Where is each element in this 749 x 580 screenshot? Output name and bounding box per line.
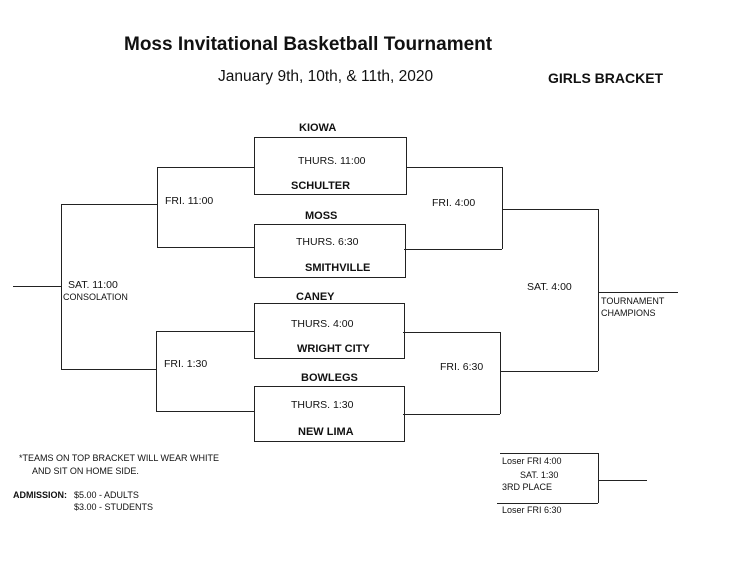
admission-adults: $5.00 - ADULTS bbox=[74, 490, 139, 500]
third-place-top: Loser FRI 4:00 bbox=[502, 456, 562, 466]
third-place-line bbox=[598, 480, 647, 481]
third-place-label: 3RD PLACE bbox=[502, 482, 553, 492]
line bbox=[502, 167, 503, 249]
game-box-1 bbox=[254, 137, 407, 195]
note-line-1: *TEAMS ON TOP BRACKET WILL WEAR WHITE bbox=[19, 453, 220, 463]
champions-label-1: TOURNAMENT bbox=[601, 296, 665, 306]
fri-400-label: FRI. 4:00 bbox=[432, 197, 476, 209]
team-bowlegs: BOWLEGS bbox=[301, 372, 358, 384]
team-schulter: SCHULTER bbox=[291, 180, 351, 192]
admission-label: ADMISSION: bbox=[13, 490, 67, 500]
line bbox=[403, 414, 500, 415]
line bbox=[61, 204, 157, 205]
line bbox=[500, 453, 598, 454]
admission-students: $3.00 - STUDENTS bbox=[74, 502, 154, 512]
line bbox=[403, 332, 500, 333]
line bbox=[156, 411, 254, 412]
line bbox=[500, 371, 598, 372]
third-place-time: SAT. 1:30 bbox=[520, 470, 559, 480]
game-time-3: THURS. 4:00 bbox=[291, 318, 354, 330]
team-moss: MOSS bbox=[305, 210, 338, 222]
line bbox=[156, 331, 254, 332]
line bbox=[502, 209, 598, 210]
line bbox=[157, 167, 158, 247]
sat-1100-label: SAT. 11:00 bbox=[68, 279, 118, 291]
note-line-2: AND SIT ON HOME SIDE. bbox=[32, 466, 139, 476]
line bbox=[497, 503, 598, 504]
line bbox=[598, 209, 599, 371]
line bbox=[61, 204, 62, 369]
page-title: Moss Invitational Basketball Tournament bbox=[124, 34, 493, 55]
game-time-1: THURS. 11:00 bbox=[298, 155, 366, 167]
line bbox=[404, 249, 502, 250]
line bbox=[406, 167, 502, 168]
line bbox=[157, 167, 254, 168]
team-caney: CANEY bbox=[296, 291, 335, 303]
team-new-lima: NEW LIMA bbox=[298, 426, 354, 438]
game-time-2: THURS. 6:30 bbox=[296, 236, 359, 248]
line bbox=[61, 369, 156, 370]
line bbox=[500, 332, 501, 414]
box-1-left bbox=[254, 137, 255, 194]
consolation-winner-line bbox=[13, 286, 61, 287]
tournament-dates: January 9th, 10th, & 11th, 2020 bbox=[218, 68, 434, 85]
team-wright-city: WRIGHT CITY bbox=[297, 343, 370, 355]
fri-1100-label: FRI. 11:00 bbox=[165, 195, 214, 207]
line bbox=[157, 247, 254, 248]
consolation-label: CONSOLATION bbox=[63, 292, 128, 302]
sat-400-label: SAT. 4:00 bbox=[527, 281, 572, 293]
third-place-bottom: Loser FRI 6:30 bbox=[502, 505, 562, 515]
game-time-4: THURS. 1:30 bbox=[291, 399, 354, 411]
line bbox=[598, 453, 599, 503]
bracket-label: GIRLS BRACKET bbox=[548, 70, 664, 86]
game-box-2 bbox=[254, 224, 406, 278]
champions-label-2: CHAMPIONS bbox=[601, 308, 656, 318]
fri-630-label: FRI. 6:30 bbox=[440, 361, 484, 373]
line bbox=[156, 331, 157, 411]
champions-line bbox=[598, 292, 678, 293]
game-box-3 bbox=[254, 303, 405, 359]
team-kiowa: KIOWA bbox=[299, 122, 337, 134]
team-smithville: SMITHVILLE bbox=[305, 262, 371, 274]
fri-130-label: FRI. 1:30 bbox=[164, 358, 208, 370]
